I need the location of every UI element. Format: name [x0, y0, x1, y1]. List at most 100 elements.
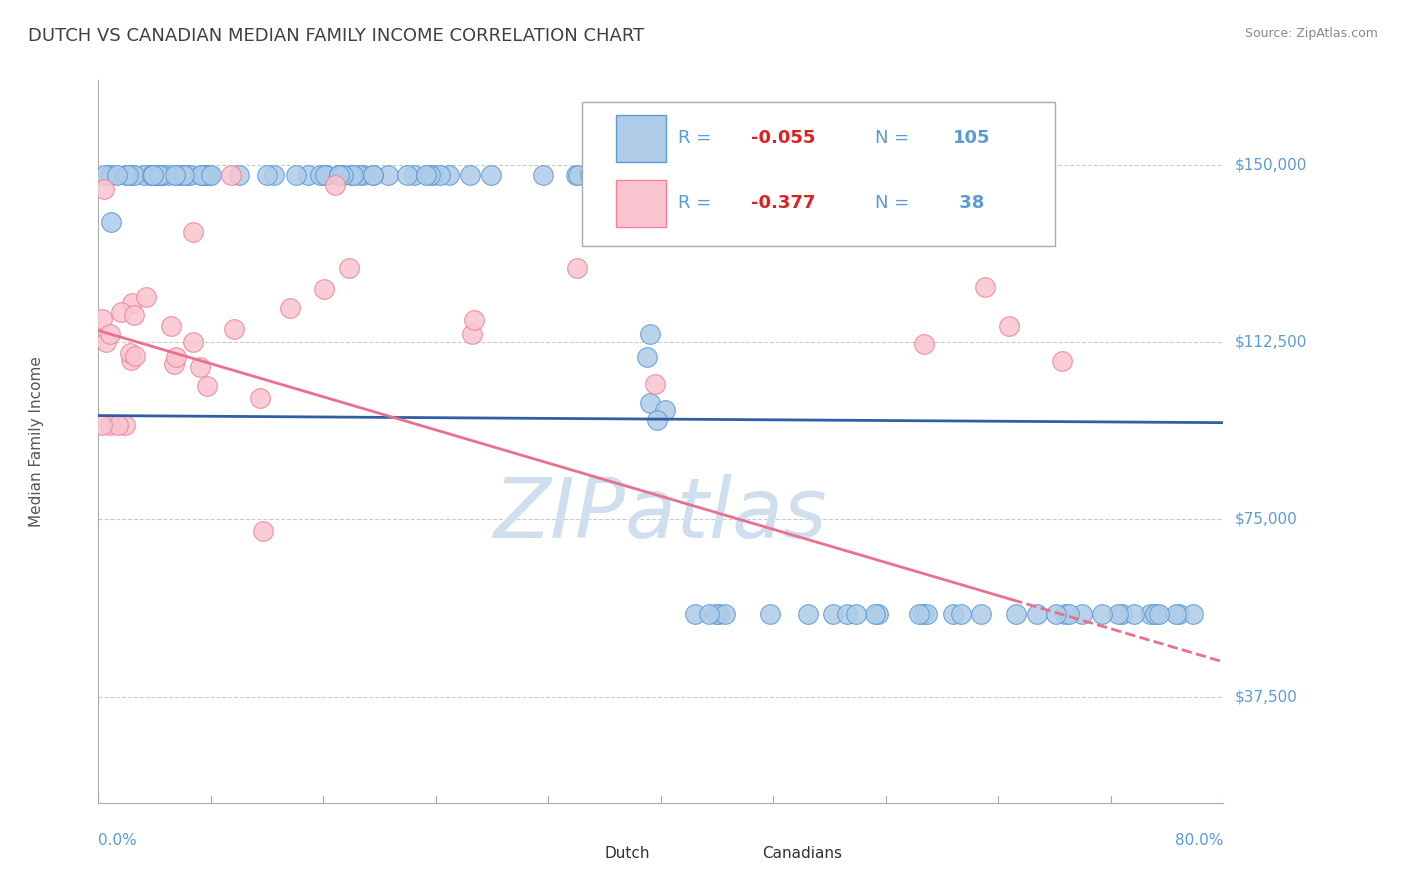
Point [117, 168, 139, 182]
Point [377, 168, 399, 182]
Point [396, 168, 419, 182]
Point [579, 168, 602, 182]
Point [173, 168, 195, 182]
Point [404, 168, 426, 182]
Point [429, 168, 451, 182]
Point [110, 305, 132, 319]
Point [1181, 607, 1204, 621]
Point [458, 168, 481, 182]
Point [297, 168, 319, 182]
Point [908, 607, 931, 621]
Point [1111, 607, 1133, 621]
Text: Source: ZipAtlas.com: Source: ZipAtlas.com [1244, 27, 1378, 40]
Point [91, 312, 114, 326]
Text: Median Family Income: Median Family Income [30, 356, 44, 527]
Point [150, 168, 173, 182]
Point [352, 168, 374, 182]
Point [181, 335, 204, 350]
Point [709, 607, 731, 621]
Point [90, 417, 112, 432]
Point [124, 350, 146, 364]
Point [197, 168, 219, 182]
Point [912, 336, 935, 351]
Point [1147, 607, 1170, 621]
Text: $37,500: $37,500 [1234, 689, 1298, 704]
Point [531, 168, 554, 182]
Point [912, 607, 935, 621]
Point [280, 301, 302, 315]
Text: N =: N = [875, 194, 914, 212]
Point [463, 312, 485, 326]
Point [636, 350, 658, 364]
Point [328, 168, 350, 182]
Point [337, 261, 360, 276]
Point [165, 168, 187, 182]
Point [160, 319, 183, 334]
Point [567, 260, 589, 275]
Point [683, 607, 706, 621]
Point [219, 168, 242, 182]
Point [714, 607, 737, 621]
Text: 0.0%: 0.0% [98, 833, 138, 848]
Point [835, 607, 858, 621]
Point [863, 607, 886, 621]
Point [179, 168, 201, 182]
Point [564, 168, 586, 182]
Point [145, 168, 167, 182]
Point [252, 524, 274, 538]
Point [120, 345, 142, 359]
Point [640, 327, 662, 342]
Point [98, 417, 121, 432]
Text: -0.377: -0.377 [751, 194, 815, 212]
FancyBboxPatch shape [717, 843, 751, 871]
Point [1122, 607, 1144, 621]
Text: Dutch: Dutch [605, 846, 650, 861]
FancyBboxPatch shape [616, 114, 666, 161]
Point [139, 168, 162, 182]
Point [330, 168, 353, 182]
Point [94, 168, 117, 182]
Point [1164, 607, 1187, 621]
Point [100, 215, 122, 229]
Point [654, 403, 676, 417]
Point [1005, 607, 1028, 621]
Point [314, 168, 336, 182]
Point [156, 168, 179, 182]
Point [100, 168, 122, 182]
Point [132, 168, 155, 182]
Point [148, 168, 170, 182]
Point [114, 168, 136, 182]
Point [697, 607, 720, 621]
Text: R =: R = [678, 194, 717, 212]
Point [1026, 607, 1049, 621]
Point [437, 168, 460, 182]
Point [640, 396, 662, 410]
Point [121, 168, 143, 182]
Point [419, 168, 441, 182]
Point [915, 607, 938, 621]
Point [94, 334, 117, 349]
FancyBboxPatch shape [560, 843, 593, 871]
Point [170, 168, 193, 182]
Text: -0.055: -0.055 [751, 129, 815, 147]
Point [1143, 607, 1166, 621]
Point [970, 607, 993, 621]
Point [1091, 607, 1114, 621]
Point [165, 350, 187, 364]
Point [1054, 607, 1077, 621]
Point [120, 353, 142, 368]
Text: Canadians: Canadians [762, 846, 842, 861]
Point [1050, 354, 1073, 368]
Point [759, 607, 782, 621]
Point [998, 319, 1021, 334]
Point [479, 168, 502, 182]
Point [949, 607, 972, 621]
Text: N =: N = [875, 129, 914, 147]
Point [176, 168, 198, 182]
Text: 105: 105 [953, 129, 991, 147]
Point [195, 379, 218, 393]
Point [1045, 607, 1067, 621]
Point [163, 357, 186, 371]
Point [314, 282, 336, 296]
Point [142, 168, 165, 182]
